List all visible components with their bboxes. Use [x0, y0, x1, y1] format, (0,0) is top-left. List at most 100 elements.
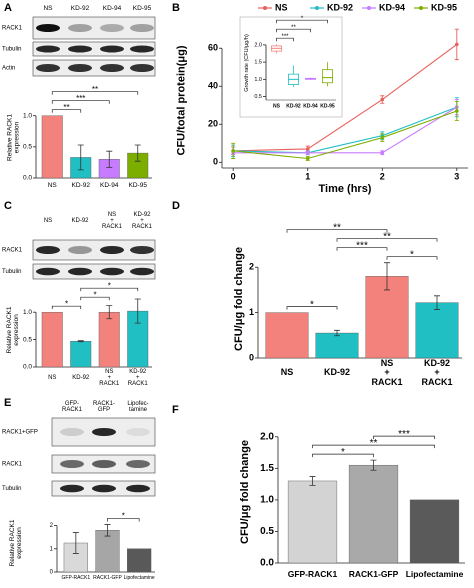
error-bar	[72, 532, 79, 554]
x-tick-label: KD-92	[71, 181, 90, 189]
x-tick-label: 2	[380, 171, 385, 181]
error-bar	[384, 262, 390, 291]
x-tick-label: KD-92	[72, 374, 90, 381]
x-axis-title: Time (hrs)	[319, 183, 372, 195]
significance-bracket	[107, 518, 140, 522]
blot-row-label: RACK1	[2, 26, 23, 32]
lane-label-box: KD-92 + RACK1	[131, 211, 152, 231]
y-tick-label: 1.5	[260, 463, 274, 474]
y-tick-label: 0.5	[254, 94, 262, 100]
lane-label: GFP- RACK1	[61, 400, 82, 413]
blot-band	[126, 460, 150, 468]
x-tick-label: Lipofectamine	[405, 568, 464, 579]
significance-label: *	[301, 16, 304, 22]
significance-bracket	[276, 37, 294, 42]
blot-strip	[32, 59, 156, 77]
box	[321, 69, 333, 84]
x-tick-label-box: NS	[48, 182, 57, 189]
blot-row-label: Tubulin	[2, 269, 21, 275]
x-tick-label: GFP-RACK1	[61, 575, 91, 582]
x-tick-label-box: NS	[280, 367, 294, 378]
significance-bracket	[312, 444, 435, 449]
panel-label: E	[4, 397, 11, 409]
x-tick-label: NS	[273, 103, 281, 109]
x-tick-label-box: NS + RACK1	[371, 358, 402, 386]
bar	[127, 548, 152, 573]
blot-strip	[32, 16, 156, 40]
error-bar	[334, 329, 340, 337]
significance-label: *	[410, 249, 414, 260]
y-axis-title-box: CFU/μg fold change	[233, 247, 246, 351]
y-tick-label: 60	[208, 43, 218, 53]
x-tick-label: RACK1-GFP	[93, 575, 122, 582]
y-tick-label: 2	[50, 523, 54, 529]
x-tick-label: NS	[48, 374, 57, 381]
lane-label: NS	[43, 4, 53, 12]
blot-band	[126, 484, 150, 493]
y-axis-title: Relative RACK1 expression	[9, 519, 23, 567]
x-tick-label-box: KD-92	[72, 374, 90, 381]
significance-bracket	[286, 306, 338, 310]
blot-band	[92, 428, 116, 436]
error-bar	[106, 150, 113, 168]
lane-label: KD-92	[71, 217, 89, 224]
point	[305, 156, 310, 161]
significance-bracket	[386, 256, 438, 260]
x-tick-label: NS	[280, 367, 294, 378]
inset-frame	[239, 16, 343, 118]
lane-label: NS + RACK1	[101, 211, 122, 231]
blot-row-label: RACK1	[2, 462, 23, 468]
significance-label: ***	[356, 240, 368, 251]
blot-band	[60, 428, 84, 436]
series-line	[233, 110, 458, 160]
legend-label: KD-92	[327, 2, 353, 12]
lane-label-box: Lipofec- tamine	[127, 400, 149, 413]
blot-band	[100, 64, 124, 72]
panel-label: C	[4, 200, 12, 212]
y-tick-label: 1.0	[260, 495, 274, 506]
y-tick-label: 1.0	[23, 309, 32, 316]
lane-label: KD-92 + RACK1	[131, 211, 152, 231]
significance-label: **	[383, 231, 391, 242]
y-tick-label: 2.0	[260, 431, 274, 442]
x-tick-label-box: NS	[48, 374, 57, 381]
point	[380, 97, 385, 102]
x-tick-label-box: GFP-RACK1	[61, 575, 91, 582]
blot-row-label: Tubulin	[2, 486, 21, 492]
y-axis-title: Relative RACK1 expression	[6, 306, 20, 354]
significance-label: ***	[398, 429, 410, 440]
significance-label: **	[333, 222, 341, 233]
x-tick-label: KD-92	[323, 367, 350, 378]
blot-band	[130, 246, 154, 254]
panel-label: B	[172, 2, 180, 14]
blot-band	[130, 64, 154, 72]
blot-band	[130, 267, 154, 276]
significance-label: ***	[281, 34, 289, 40]
blot-band	[68, 267, 92, 276]
legend-label: NS	[275, 2, 288, 12]
y-axis-title: CFU/μg fold change	[233, 247, 246, 351]
bar	[41, 311, 63, 368]
blot-band	[68, 246, 92, 254]
x-tick-label: RACK1-GFP	[348, 568, 399, 579]
y-tick-label: 0.0	[23, 364, 32, 371]
significance-bracket	[336, 238, 438, 242]
blot-band	[68, 64, 92, 72]
error-bar	[434, 295, 440, 310]
blot-band	[36, 64, 60, 72]
legend-marker	[315, 6, 319, 10]
point	[380, 150, 385, 155]
lane-label: KD-95	[132, 4, 152, 12]
lane-label-box: KD-95	[132, 4, 152, 12]
blot-band	[36, 45, 60, 53]
significance-label: *	[93, 290, 96, 299]
x-tick-label: KD-95	[128, 181, 147, 189]
lane-label: Lipofec- tamine	[127, 400, 149, 413]
blot-row-label: RACK1+GFP	[2, 430, 38, 436]
significance-bracket	[336, 247, 388, 251]
x-tick-label-box: KD-95	[128, 181, 147, 189]
blot-strip	[32, 263, 156, 280]
bar	[409, 499, 460, 564]
bar	[95, 530, 120, 573]
